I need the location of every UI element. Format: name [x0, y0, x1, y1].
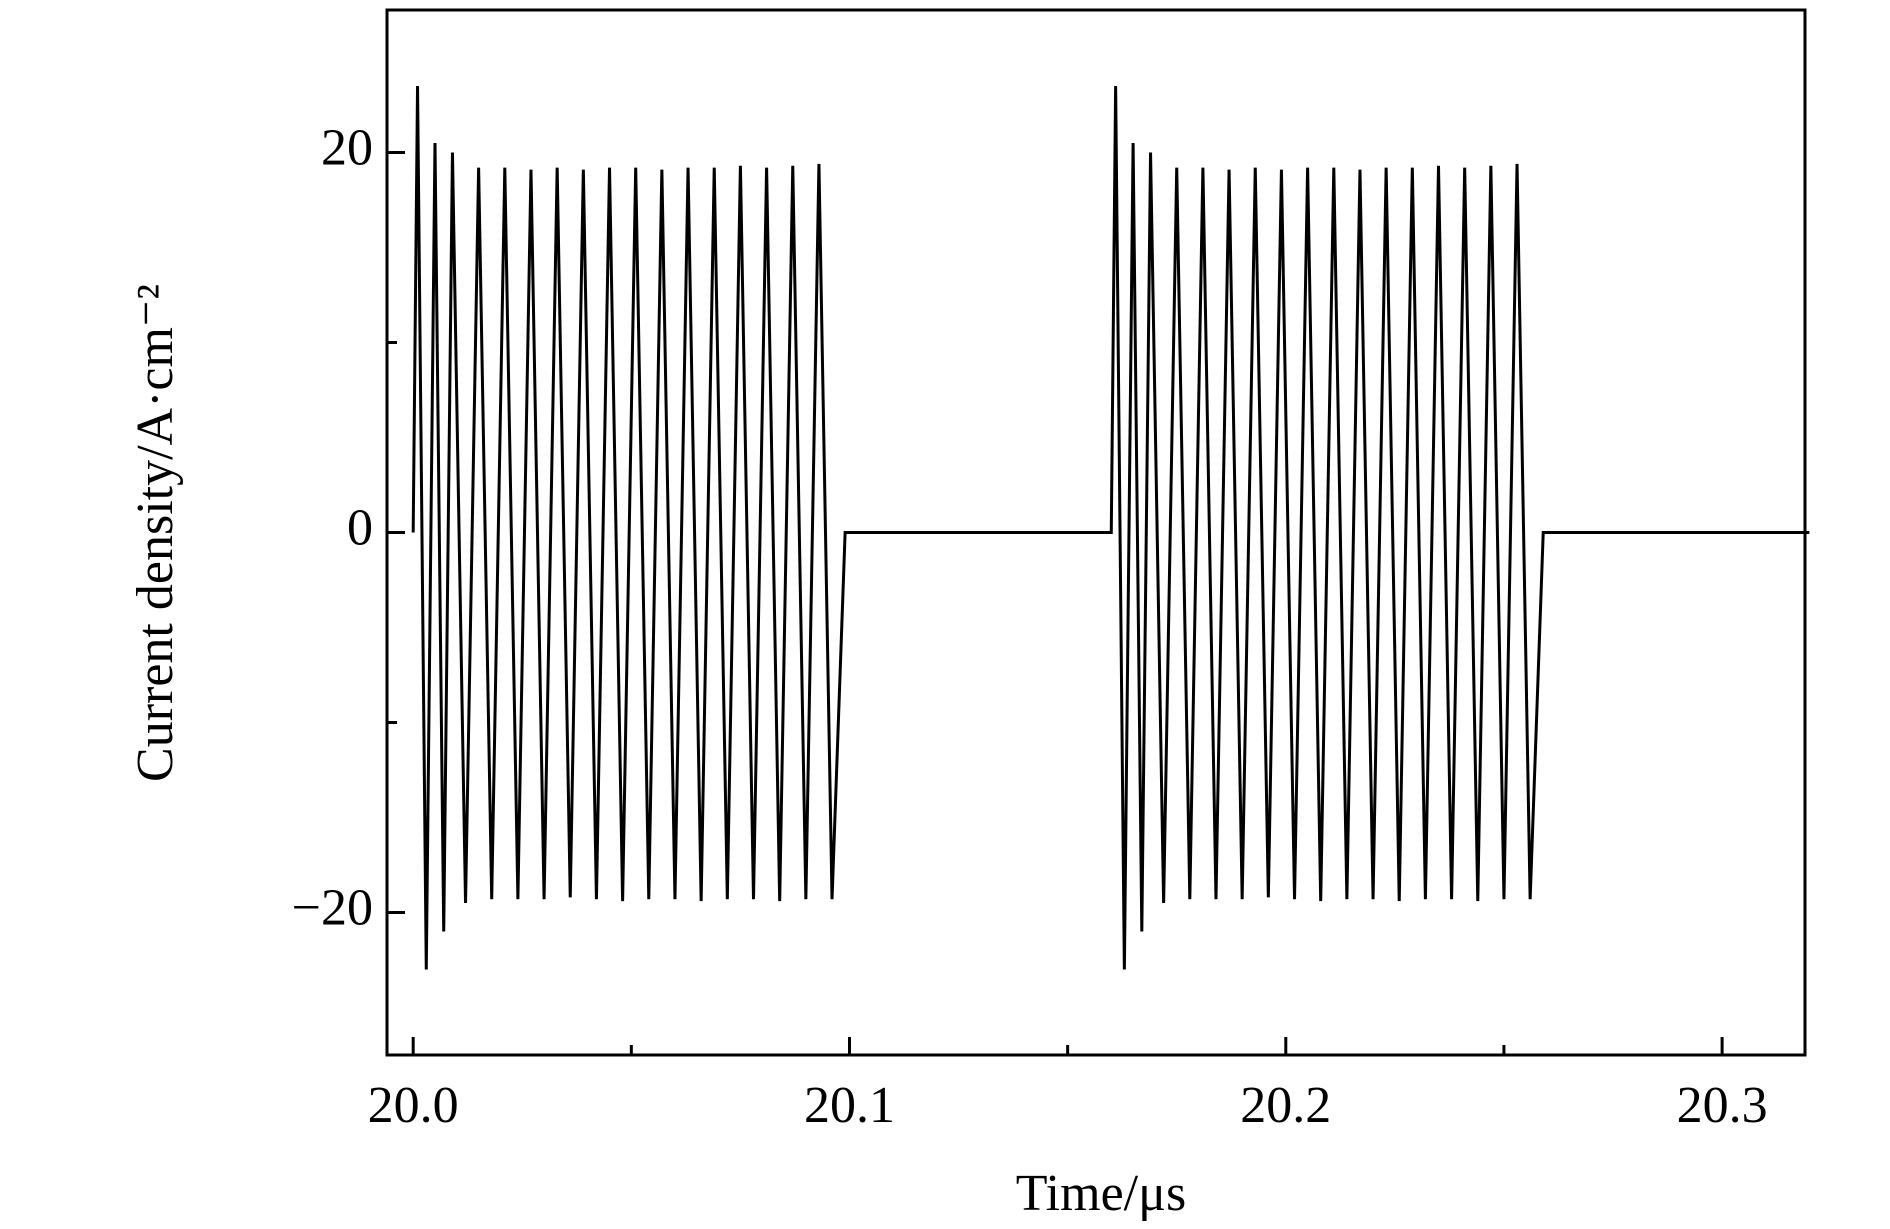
x-tick-label: 20.3	[1677, 1077, 1768, 1134]
y-tick-label: −20	[292, 879, 373, 936]
y-tick-label: 20	[321, 119, 373, 176]
x-tick-label: 20.1	[804, 1077, 895, 1134]
plot-frame	[385, 8, 1807, 1057]
data-line	[411, 85, 1810, 970]
x-tick-label: 20.2	[1240, 1077, 1331, 1134]
x-axis-label: Time/μs	[1016, 1165, 1186, 1222]
y-tick-label: 0	[347, 499, 373, 556]
y-axis-label: Current density/A·cm⁻²	[127, 284, 184, 782]
x-tick-label: 20.0	[368, 1077, 459, 1134]
